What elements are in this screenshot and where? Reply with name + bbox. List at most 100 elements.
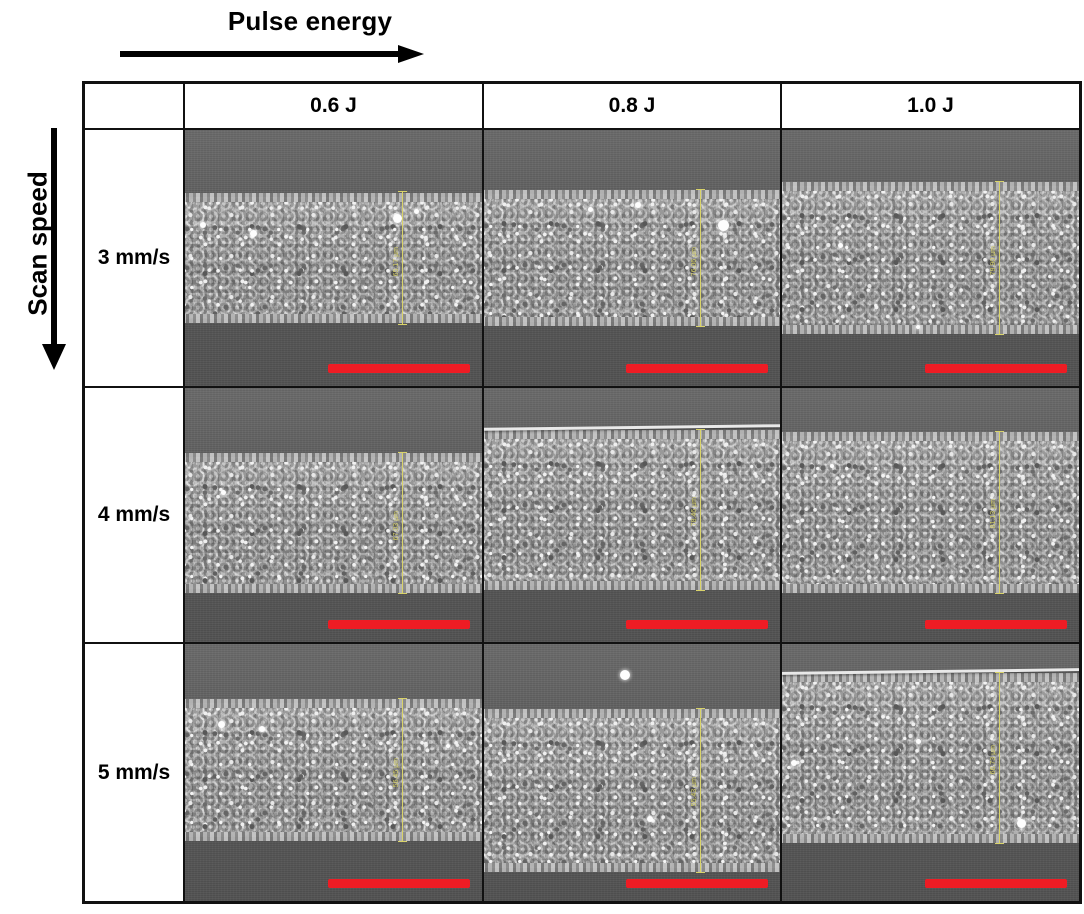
- track-top-edge: [185, 699, 482, 709]
- spatter-particle: [915, 739, 921, 745]
- arrow-shaft: [51, 128, 57, 350]
- caliper-bottom-cap: [994, 843, 1004, 845]
- spatter-particle: [790, 759, 797, 766]
- weld-track-band: [782, 182, 1079, 334]
- sem-micrograph: 81.13 µm: [782, 388, 1079, 642]
- porous-texture: [782, 436, 1079, 589]
- caliper-bottom-cap: [397, 840, 407, 842]
- measurement-label: 67.03 µm: [392, 511, 400, 541]
- spatter-particle: [717, 219, 729, 231]
- column-header-label: 1.0 J: [907, 94, 954, 117]
- track-bottom-edge: [185, 314, 482, 324]
- sem-cell-2-1: 55.43 µm: [484, 644, 782, 901]
- measurement-caliper: 76.06 µm: [691, 188, 706, 328]
- weld-track-band: [484, 190, 780, 326]
- track-bottom-edge: [484, 317, 780, 326]
- sem-cell-0-1: 76.06 µm: [484, 130, 782, 388]
- measurement-caliper: 66.73 µm: [990, 672, 1004, 845]
- measurement-caliper: 55.43 µm: [691, 708, 706, 873]
- caliper-top-cap: [397, 451, 407, 453]
- track-bottom-edge: [782, 583, 1079, 593]
- porous-texture: [484, 433, 780, 587]
- caliper-top-cap: [994, 181, 1004, 183]
- arrow-head: [398, 45, 424, 63]
- spatter-particle: [199, 222, 206, 229]
- scale-bar: [327, 620, 471, 630]
- measurement-caliper: 79.90 µm: [990, 181, 1004, 335]
- measurement-caliper: 78.46 µm: [691, 428, 706, 592]
- column-header-10j: 1.0 J: [782, 84, 1079, 130]
- spatter-particle: [620, 669, 631, 680]
- spatter-particle: [1016, 818, 1026, 828]
- row-header-label: 5 mm/s: [97, 760, 171, 784]
- measurement-label: 56.45 µm: [392, 758, 400, 788]
- caliper-bottom-cap: [696, 326, 706, 328]
- spatter-particle: [392, 214, 402, 224]
- scale-bar: [924, 620, 1068, 630]
- track-bottom-edge: [782, 324, 1079, 334]
- spatter-particle: [413, 209, 419, 215]
- track-top-edge: [484, 709, 780, 719]
- track-top-edge: [782, 673, 1079, 683]
- track-top-edge: [782, 432, 1079, 442]
- porous-texture: [185, 196, 482, 320]
- weld-track-band: [782, 673, 1079, 844]
- grid-corner-cell: [85, 84, 185, 130]
- caliper-bottom-cap: [994, 333, 1004, 335]
- scale-bar: [924, 364, 1068, 374]
- measurement-caliper: 67.03 µm: [393, 451, 407, 594]
- porous-texture: [484, 194, 780, 322]
- weld-track-band: [782, 432, 1079, 593]
- caliper-top-cap: [696, 428, 706, 430]
- measurement-label: 55.43 µm: [691, 777, 699, 807]
- caliper-top-cap: [994, 431, 1004, 433]
- track-bottom-edge: [185, 831, 482, 841]
- caliper-top-cap: [397, 191, 407, 193]
- weld-track-band: [484, 429, 780, 591]
- measurement-label: 78.46 µm: [691, 496, 699, 527]
- column-header-label: 0.8 J: [608, 94, 656, 117]
- caliper-bottom-cap: [397, 323, 407, 325]
- measurement-label: 81.13 µm: [989, 499, 997, 529]
- sem-cell-1-2: 81.13 µm: [782, 388, 1079, 644]
- row-header-label: 4 mm/s: [97, 503, 171, 526]
- sem-cell-1-0: 67.03 µm: [185, 388, 484, 644]
- spatter-particle: [259, 726, 266, 733]
- track-top-edge: [185, 192, 482, 202]
- spatter-particle: [646, 816, 653, 823]
- sem-image-grid: 0.6 J 0.8 J 1.0 J 3 mm/s 65.17 µm 76.06 µm 79.…: [82, 81, 1082, 904]
- scale-bar: [626, 364, 769, 374]
- sem-cell-1-1: 78.46 µm: [484, 388, 782, 644]
- sem-micrograph: 76.06 µm: [484, 130, 780, 386]
- scale-bar: [327, 879, 471, 889]
- porous-texture: [782, 186, 1079, 330]
- sem-cell-2-0: 56.45 µm: [185, 644, 484, 901]
- scale-bar: [626, 620, 769, 630]
- porous-texture: [782, 677, 1079, 840]
- measurement-label: 79.90 µm: [989, 245, 997, 276]
- spatter-particle: [587, 206, 593, 212]
- spatter-particle: [838, 242, 844, 248]
- spatter-particle: [217, 721, 225, 729]
- x-axis-label: Pulse energy: [227, 6, 393, 36]
- caliper-bottom-cap: [696, 590, 706, 592]
- porous-texture: [484, 713, 780, 868]
- weld-track-band: [185, 699, 482, 841]
- scale-bar: [626, 879, 769, 889]
- track-top-edge: [484, 190, 780, 199]
- porous-texture: [185, 456, 482, 589]
- caliper-top-cap: [994, 672, 1004, 674]
- scale-bar: [924, 879, 1068, 889]
- measurement-caliper: 56.45 µm: [393, 697, 407, 842]
- sem-micrograph: 67.03 µm: [185, 388, 482, 642]
- sem-micrograph: 66.73 µm: [782, 644, 1079, 901]
- sem-micrograph: 78.46 µm: [484, 388, 780, 642]
- measurement-label: 66.73 µm: [989, 744, 997, 774]
- caliper-bottom-cap: [397, 592, 407, 594]
- caliper-top-cap: [696, 708, 706, 710]
- measurement-caliper: 65.17 µm: [393, 191, 407, 325]
- row-header-5mms: 5 mm/s: [85, 644, 185, 901]
- sem-cell-2-2: 66.73 µm: [782, 644, 1079, 901]
- sem-cell-0-0: 65.17 µm: [185, 130, 484, 388]
- right-arrow-icon: [120, 45, 425, 63]
